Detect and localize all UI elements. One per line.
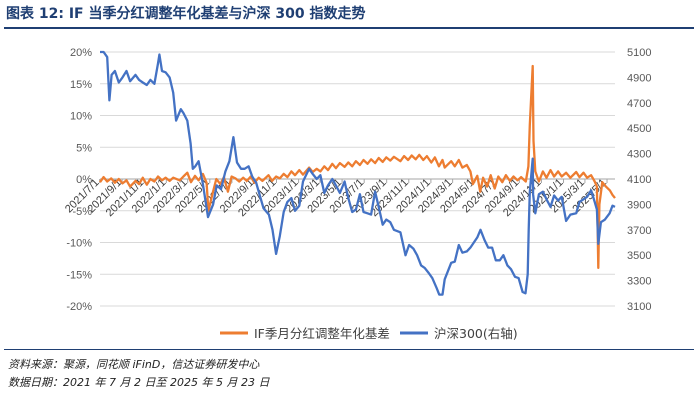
- legend: IF季月分红调整年化基差 沪深300(右轴): [220, 326, 518, 341]
- right-tick-label: 4700: [627, 98, 651, 110]
- title-rule: [4, 27, 694, 29]
- right-tick-label: 4100: [627, 174, 651, 186]
- right-tick-label: 5100: [627, 47, 651, 59]
- left-tick-label: -15%: [66, 269, 92, 281]
- right-tick-label: 4900: [627, 72, 651, 84]
- left-tick-label: 10%: [70, 111, 92, 123]
- chart-area: 20% 15% 10% 5% 0% -5% -10% -15% -20% 5100 4900 470…: [63, 47, 651, 341]
- right-tick-label: 3300: [627, 276, 651, 288]
- left-tick-label: 15%: [70, 79, 92, 91]
- source-note: 资料来源：聚源，同花顺 iFinD，信达证券研发中心: [8, 358, 260, 371]
- left-axis: 20% 15% 10% 5% 0% -5% -10% -15% -20%: [66, 47, 92, 313]
- date-note: 数据日期：2021 年 7 月 2 日至 2025 年 5 月 23 日: [8, 376, 270, 389]
- left-tick-label: 20%: [70, 47, 92, 59]
- figure-title: 图表 12: IF 当季分红调整年化基差与沪深 300 指数走势: [6, 6, 366, 22]
- footer-rule: [4, 349, 694, 350]
- left-tick-label: -5%: [72, 206, 92, 218]
- right-tick-label: 3900: [627, 199, 651, 211]
- right-tick-label: 4500: [627, 123, 651, 135]
- right-tick-label: 3700: [627, 225, 651, 237]
- left-tick-label: -10%: [66, 238, 92, 250]
- left-tick-label: -20%: [66, 301, 92, 313]
- right-tick-label: 4300: [627, 149, 651, 161]
- right-axis: 5100 4900 4700 4500 4300 4100 3900 3700 3500 3300…: [627, 47, 651, 313]
- right-tick-label: 3500: [627, 250, 651, 262]
- legend-basis-label: IF季月分红调整年化基差: [254, 326, 390, 341]
- index-series-line: [100, 50, 616, 296]
- legend-index-label: 沪深300(右轴): [434, 326, 518, 341]
- right-tick-label: 3100: [627, 301, 651, 313]
- left-tick-label: 5%: [76, 142, 92, 154]
- basis-series-line: [99, 64, 616, 270]
- series-lines: [99, 50, 616, 296]
- left-tick-label: 0%: [76, 174, 92, 186]
